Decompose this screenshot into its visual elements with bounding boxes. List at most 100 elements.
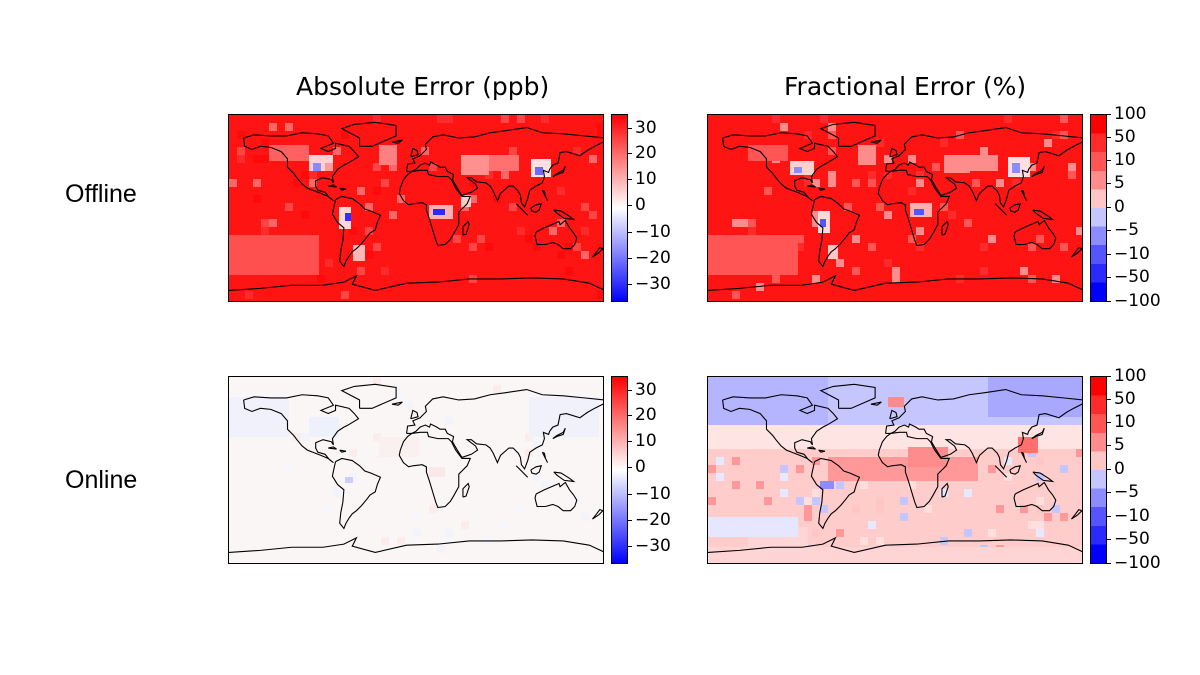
coastline: [870, 139, 882, 144]
colorbar-tick-label: 0: [1106, 199, 1125, 216]
coastline: [807, 184, 816, 188]
coastline: [406, 126, 603, 209]
coastline: [870, 401, 882, 406]
coastline: [807, 446, 816, 450]
coastline: [1020, 189, 1028, 201]
colorbar-tick-label: −10: [627, 224, 671, 241]
colorbar-tick-label: −50: [1106, 531, 1150, 548]
online-row-label: Online: [65, 466, 138, 494]
coastline: [328, 446, 337, 450]
coastline: [994, 465, 1008, 478]
map-online-fractional: [707, 376, 1083, 564]
colorbar-offline-fractional: [1090, 114, 1107, 302]
coastline: [1071, 246, 1082, 258]
coastline: [708, 536, 1082, 554]
colorbar-tick-label: 10: [627, 171, 657, 188]
coastline: [391, 139, 403, 144]
coastline: [818, 187, 826, 191]
coastline: [994, 203, 1008, 216]
colorbar-tick-label: −100: [1106, 293, 1161, 310]
coastline: [406, 388, 603, 471]
coastline: [229, 536, 603, 554]
coastline: [328, 184, 337, 188]
coastline: [462, 220, 470, 236]
coastline: [889, 409, 898, 420]
coastline: [819, 383, 876, 409]
coastline: [515, 465, 529, 478]
colorbar-tick-label: 100: [1105, 106, 1146, 123]
colorbar-tick-label: 20: [627, 407, 657, 424]
coastline: [1009, 465, 1022, 475]
colorbar-tick-label: 0: [627, 197, 646, 214]
coastline: [229, 274, 603, 292]
coastline: [722, 132, 839, 202]
coastline: [1032, 471, 1055, 483]
coastline: [1009, 203, 1022, 213]
colorbar-tick-label: −10: [1106, 246, 1150, 263]
coastline: [534, 481, 578, 512]
coastline: [243, 132, 360, 202]
colorbar-tick-label: −100: [1106, 555, 1161, 572]
colorbar-tick-label: 0: [1106, 461, 1125, 478]
coastline: [877, 431, 951, 509]
coastline: [1013, 219, 1057, 250]
coastline: [410, 409, 419, 420]
coastline: [331, 457, 382, 530]
coastline: [1031, 165, 1045, 178]
colorbar-tick-label: −5: [1105, 484, 1139, 501]
coastline: [810, 195, 861, 268]
coastline: [391, 401, 403, 406]
coastline: [708, 274, 1082, 292]
colorbar-tick-label: 10: [627, 433, 657, 450]
coastline: [1071, 508, 1082, 520]
coastline: [541, 189, 549, 201]
coastline: [818, 449, 826, 453]
colorbar-tick-label: 10: [1106, 152, 1136, 169]
coastline: [1020, 451, 1028, 463]
coastline: [541, 451, 549, 463]
map-offline-absolute: [228, 114, 604, 302]
colorbar-tick-label: −20: [627, 250, 671, 267]
colorbar-tick-label: −50: [1106, 269, 1150, 286]
coastline: [340, 121, 397, 147]
colorbar-online-absolute: [611, 376, 628, 564]
map-field-cells: [229, 377, 603, 553]
coastline: [592, 246, 603, 258]
coastline: [515, 203, 529, 216]
coastline: [1031, 427, 1045, 440]
coastline: [810, 457, 861, 530]
map-field-cells: [229, 115, 603, 299]
coastline: [885, 126, 1082, 209]
colorbar-tick-label: −20: [627, 512, 671, 529]
absolute-error-title: Absolute Error (ppb): [296, 72, 550, 101]
coastline: [553, 209, 576, 221]
coastline: [553, 471, 576, 483]
colorbar-tick-label: 5: [1106, 175, 1125, 192]
coastline: [1032, 209, 1055, 221]
coastline: [819, 121, 876, 147]
coastline: [885, 388, 1082, 471]
coastline: [398, 431, 472, 509]
colorbar-tick-label: 50: [1106, 391, 1136, 408]
colorbar-tick-label: −10: [627, 486, 671, 503]
coastline: [462, 482, 470, 498]
coastline: [340, 383, 397, 409]
coastline: [592, 508, 603, 520]
map-field-cells: [708, 377, 1082, 563]
colorbar-tick-label: 50: [1106, 129, 1136, 146]
colorbar-tick-label: −10: [1106, 508, 1150, 525]
coastline: [331, 195, 382, 268]
coastline: [530, 465, 543, 475]
colorbar-offline-absolute: [611, 114, 628, 302]
colorbar-tick-label: 20: [627, 145, 657, 162]
coastline: [877, 169, 951, 247]
fractional-error-title: Fractional Error (%): [784, 72, 1027, 101]
colorbar-tick-label: 5: [1106, 437, 1125, 454]
colorbar-tick-label: 30: [627, 382, 657, 399]
colorbar-tick-label: −5: [1105, 222, 1139, 239]
coastline: [530, 203, 543, 213]
colorbar-online-fractional: [1090, 376, 1107, 564]
colorbar-tick-label: 0: [627, 459, 646, 476]
map-offline-fractional: [707, 114, 1083, 302]
coastline: [889, 147, 898, 158]
